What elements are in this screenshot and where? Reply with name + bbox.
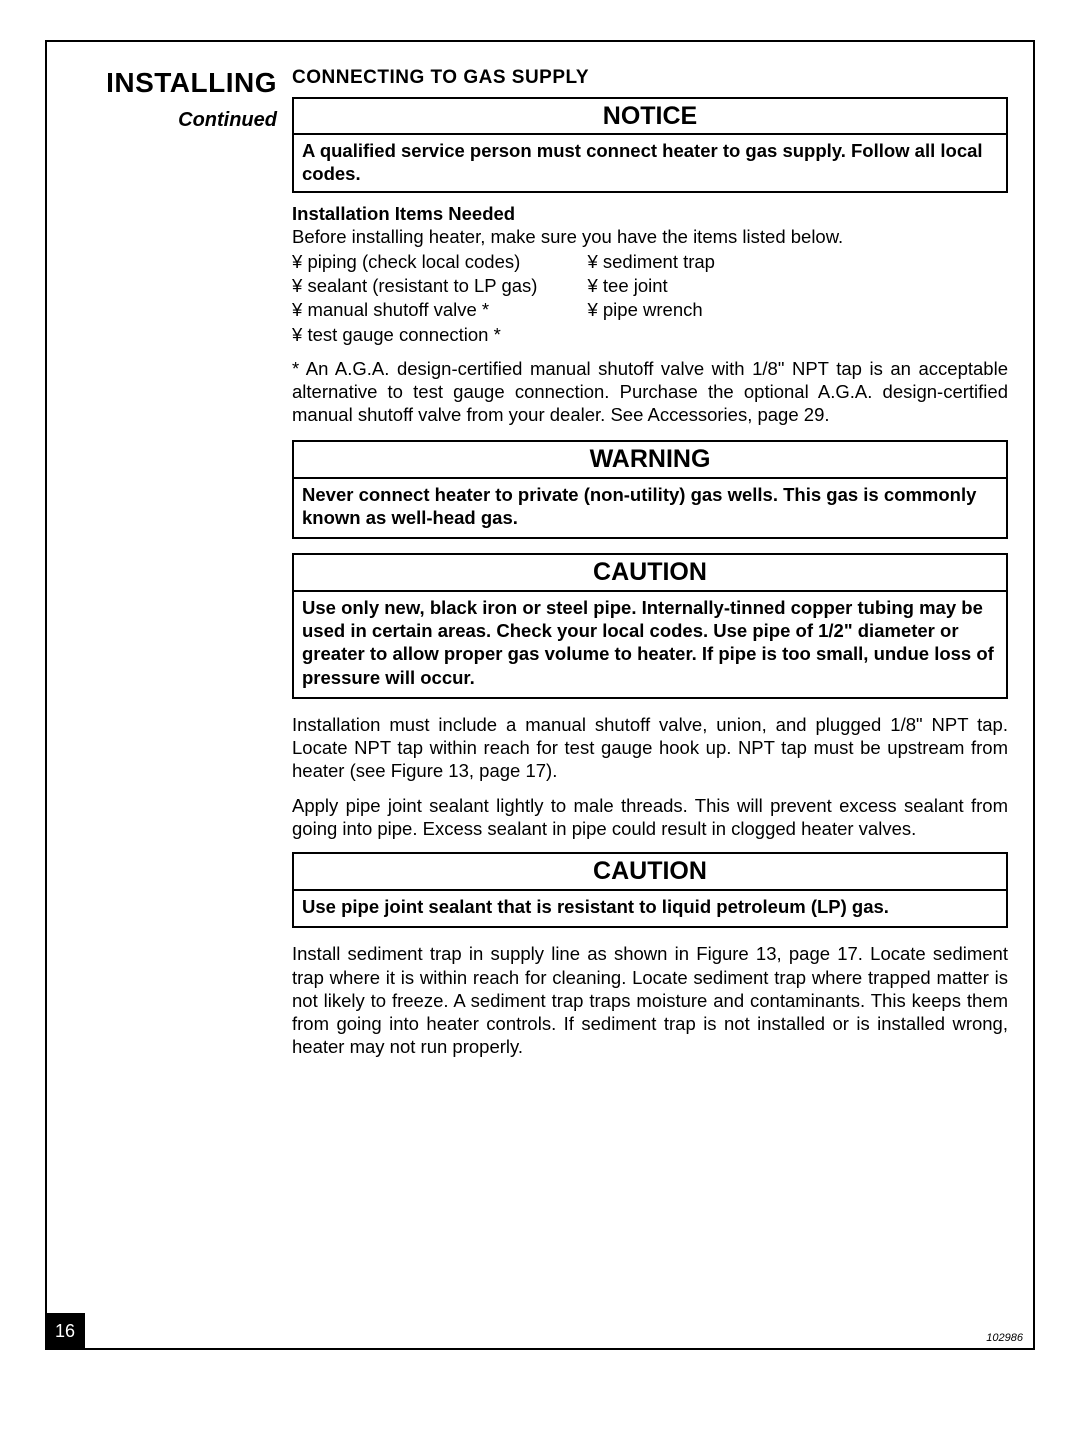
list-item: sediment trap — [587, 250, 715, 274]
caution-body: Use pipe joint sealant that is resistant… — [294, 891, 1006, 926]
sidebar-subtitle: Continued — [82, 109, 277, 132]
sidebar: INSTALLING Continued — [82, 67, 277, 132]
list-item: tee joint — [587, 274, 715, 298]
warning-body: Never connect heater to private (non-uti… — [294, 479, 1006, 537]
warning-title: WARNING — [294, 442, 1006, 479]
notice-body: A qualified service person must connect … — [294, 135, 1006, 191]
notice-box: NOTICE A qualified service person must c… — [292, 97, 1008, 193]
page-layout: INSTALLING Continued CONNECTING TO GAS S… — [82, 67, 1013, 1070]
footnote: * An A.G.A. design-certified manual shut… — [292, 357, 1008, 426]
section-subheader: CONNECTING TO GAS SUPPLY — [292, 67, 1008, 89]
caution-box-2: CAUTION Use pipe joint sealant that is r… — [292, 852, 1008, 928]
items-list-right: sediment trap tee joint pipe wrench — [587, 250, 715, 346]
document-id: 102986 — [986, 1332, 1023, 1344]
page-number: 16 — [45, 1313, 85, 1350]
paragraph: Installation must include a manual shuto… — [292, 713, 1008, 782]
content-column: CONNECTING TO GAS SUPPLY NOTICE A qualif… — [292, 67, 1013, 1070]
list-item: pipe wrench — [587, 298, 715, 322]
notice-title: NOTICE — [294, 99, 1006, 135]
list-item: sealant (resistant to LP gas) — [292, 274, 537, 298]
page-frame: INSTALLING Continued CONNECTING TO GAS S… — [45, 40, 1035, 1350]
caution-title: CAUTION — [294, 555, 1006, 592]
list-item: test gauge connection * — [292, 323, 537, 347]
items-list-left: piping (check local codes) sealant (resi… — [292, 250, 537, 346]
items-intro: Before installing heater, make sure you … — [292, 225, 1008, 248]
list-item: piping (check local codes) — [292, 250, 537, 274]
items-lists: piping (check local codes) sealant (resi… — [292, 250, 1008, 346]
list-item: manual shutoff valve * — [292, 298, 537, 322]
caution-box-1: CAUTION Use only new, black iron or stee… — [292, 553, 1008, 699]
caution-body: Use only new, black iron or steel pipe. … — [294, 592, 1006, 697]
paragraph: Apply pipe joint sealant lightly to male… — [292, 794, 1008, 840]
warning-box: WARNING Never connect heater to private … — [292, 440, 1008, 539]
items-header: Installation Items Needed — [292, 203, 1008, 225]
caution-title: CAUTION — [294, 854, 1006, 891]
paragraph: Install sediment trap in supply line as … — [292, 942, 1008, 1058]
sidebar-title: INSTALLING — [82, 67, 277, 99]
